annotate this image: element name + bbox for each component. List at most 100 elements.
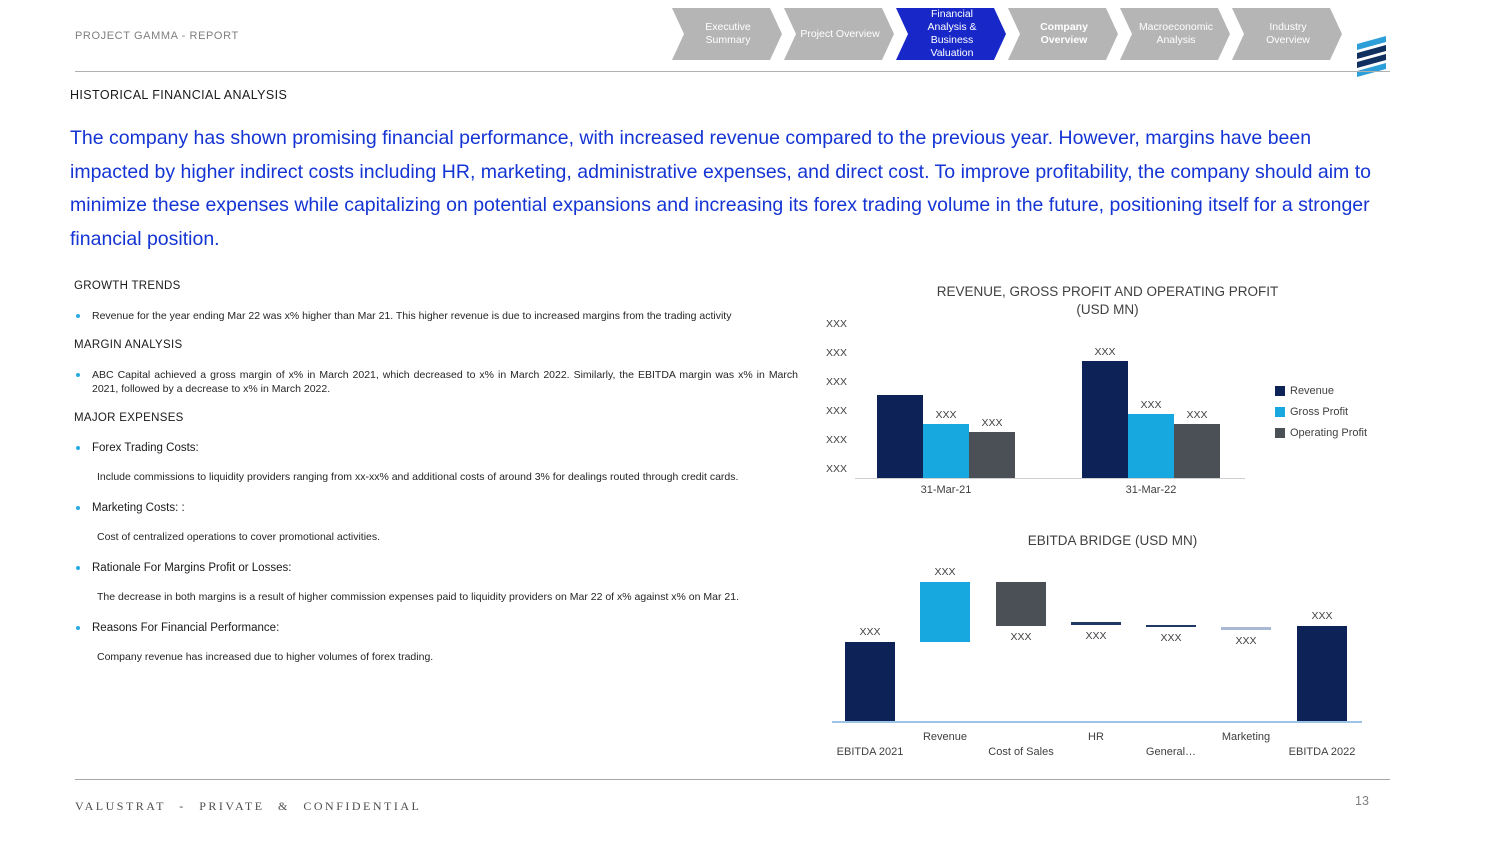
legend-swatch: [1275, 386, 1285, 396]
nav-step-label: Macroeconomic Analysis: [1138, 21, 1214, 46]
chart1-y-axis: XXX XXX XXX XXX XXX XXX: [826, 315, 854, 478]
waterfall-bar-general-: [1146, 624, 1196, 628]
waterfall-category-label: EBITDA 2022: [1288, 746, 1356, 758]
bullet-icon: [76, 445, 80, 450]
bullet-body: Company revenue has increased due to hig…: [97, 651, 434, 663]
waterfall-bar-marketing: [1221, 627, 1271, 630]
nav-step[interactable]: Executive Summary: [672, 8, 782, 60]
chart-revenue-gross-operating: REVENUE, GROSS PROFIT AND OPERATING PROF…: [820, 283, 1395, 508]
waterfall-category-label: General…: [1145, 746, 1197, 758]
bullet-icon: [76, 625, 80, 630]
bar-gross-profit: [923, 423, 969, 478]
bar-group: XXX XXX XXX: [1082, 346, 1220, 478]
waterfall-category-label: Revenue: [922, 731, 968, 743]
footer-confidentiality: VALUSTRAT - PRIVATE & CONFIDENTIAL: [75, 799, 422, 813]
section-heading: MARGIN ANALYSIS: [74, 338, 183, 351]
waterfall-bar-cost-of-sales: [996, 581, 1046, 627]
nav-step[interactable]: Project Overview: [784, 8, 894, 60]
y-tick-label: XXX: [826, 434, 848, 446]
page-number: 13: [1355, 794, 1369, 808]
bar-cell: XXX: [1082, 346, 1128, 478]
legend-label: Revenue: [1290, 385, 1335, 397]
bar-cell: XXX: [923, 409, 969, 478]
waterfall-category-label: Marketing: [1221, 731, 1271, 743]
progress-nav: Executive Summary Project Overview Financi…: [672, 8, 1342, 60]
bullet-icon: [76, 565, 80, 570]
bar-value-label: XXX: [1140, 399, 1162, 411]
nav-step[interactable]: Industry Overview: [1232, 8, 1342, 60]
bullet-icon: [76, 372, 80, 377]
bar-cell: [877, 380, 923, 478]
legend-swatch: [1275, 428, 1285, 438]
chart-ebitda-bridge: EBITDA BRIDGE (USD MN) XXX XXX XXX XXX XXX XX…: [830, 532, 1395, 772]
waterfall-bar-hr: [1071, 622, 1121, 625]
legend-label: Operating Profit: [1290, 427, 1368, 439]
nav-step[interactable]: Financial Analysis & Business Valuation: [896, 8, 1006, 60]
bullet-title: Reasons For Financial Performance:: [92, 621, 280, 634]
bullet-icon: [76, 314, 80, 318]
bar-revenue: [1082, 361, 1128, 478]
x-axis-label: 31-Mar-22: [1125, 484, 1177, 496]
valustrat-logo: [1350, 28, 1392, 89]
chart1-title: REVENUE, GROSS PROFIT AND OPERATING PROF…: [936, 284, 1279, 299]
nav-step[interactable]: Macroeconomic Analysis: [1120, 8, 1230, 60]
bar-value-label: XXX: [1186, 408, 1208, 421]
bar-group: XXX XXX: [877, 380, 1015, 478]
waterfall-category-label: HR: [1088, 731, 1104, 743]
bullet-title: Rationale For Margins Profit or Losses:: [92, 561, 292, 574]
bullet-item: Forex Trading Costs:: [76, 441, 798, 456]
intro-paragraph: The company has shown promising financia…: [70, 127, 1371, 250]
bullet-title: Forex Trading Costs:: [92, 441, 199, 454]
section-heading: GROWTH TRENDS: [74, 280, 181, 292]
bar-value-label: XXX: [935, 408, 957, 421]
y-tick-label: XXX: [826, 463, 848, 475]
nav-step-label: Company Overview: [1040, 21, 1088, 46]
y-tick-label: XXX: [826, 405, 848, 417]
y-tick-label: XXX: [826, 318, 848, 330]
bullet-text: ABC Capital achieved a gross margin of x…: [92, 368, 798, 396]
bar-operating-profit: [1174, 423, 1220, 478]
y-tick-label: XXX: [826, 376, 848, 388]
bar-value-label: XXX: [981, 416, 1003, 429]
bar-gross-profit: [1128, 414, 1174, 478]
chart1-subtitle: (USD MN): [1076, 302, 1139, 317]
page-title: HISTORICAL FINANCIAL ANALYSIS: [70, 88, 288, 102]
nav-step[interactable]: Company Overview: [1008, 8, 1118, 60]
chart1-plot-area: XXX XXX XXX XXX XXX: [855, 315, 1245, 479]
report-header-label: PROJECT GAMMA - REPORT: [75, 30, 239, 42]
section-heading: MAJOR EXPENSES: [74, 411, 184, 424]
bullet-text: Revenue for the year ending Mar 22 was x…: [92, 310, 732, 322]
bullet-item: ABC Capital achieved a gross margin of x…: [76, 368, 798, 397]
nav-step-label: Industry Overview: [1266, 21, 1310, 46]
bar-cell: XXX: [1174, 409, 1220, 478]
waterfall-bar-ebitda-2022: [1297, 626, 1347, 721]
y-tick-label: XXX: [826, 347, 848, 359]
x-axis-label: 31-Mar-21: [920, 484, 972, 496]
bar-cell: XXX: [1128, 399, 1174, 478]
chart1-legend: Revenue Gross Profit Operating Profit: [1275, 385, 1367, 448]
waterfall-value-label: XXX: [1235, 634, 1257, 647]
bar-value-label: XXX: [1094, 346, 1116, 359]
chart2-plot-area: XXX XXX XXX XXX XXX XXX XXX: [832, 549, 1362, 723]
waterfall-value-label: XXX: [1010, 631, 1032, 644]
bullet-title: Marketing Costs: :: [92, 501, 185, 514]
waterfall-category-label: EBITDA 2021: [836, 746, 904, 758]
chart2-title: EBITDA BRIDGE (USD MN): [1027, 533, 1198, 548]
legend-item: Gross Profit: [1275, 406, 1367, 418]
waterfall-value-label: XXX: [1085, 629, 1107, 642]
waterfall-bar-revenue: [920, 581, 970, 642]
nav-step-label: Project Overview: [800, 27, 880, 40]
legend-item: Operating Profit: [1275, 427, 1367, 439]
waterfall-value-label: XXX: [934, 565, 956, 578]
bullet-item: Marketing Costs: :: [76, 501, 798, 516]
bar-cell: XXX: [969, 417, 1015, 478]
analysis-sections: GROWTH TRENDS Revenue for the year ending…: [70, 280, 798, 681]
waterfall-bar-ebitda-2021: [845, 641, 895, 721]
bullet-body: Include commissions to liquidity provide…: [97, 471, 739, 483]
bullet-body: The decrease in both margins is a result…: [97, 591, 739, 603]
waterfall-value-label: XXX: [1311, 610, 1333, 623]
header-divider: [75, 71, 1390, 72]
footer-divider: [75, 779, 1390, 780]
bullet-icon: [76, 505, 80, 510]
